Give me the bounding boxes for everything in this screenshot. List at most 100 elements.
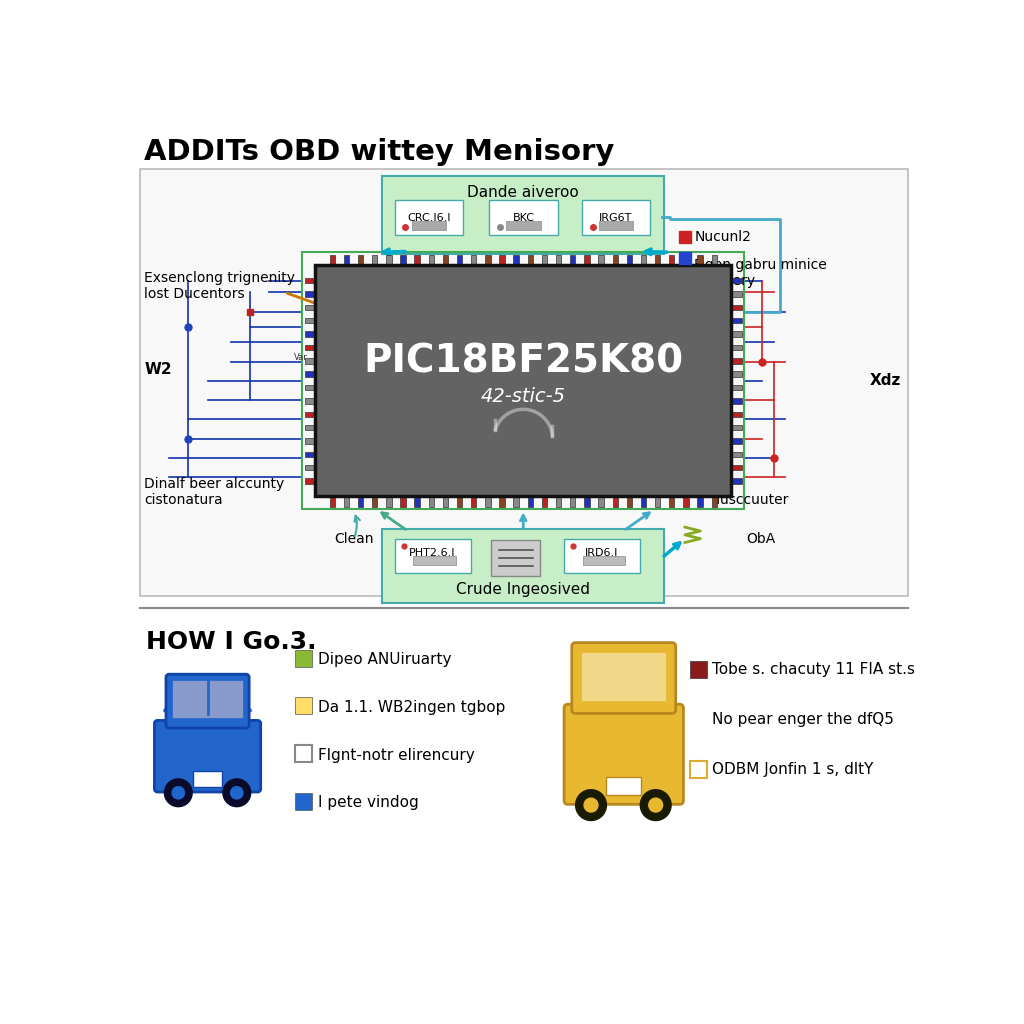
FancyBboxPatch shape bbox=[731, 358, 742, 364]
FancyBboxPatch shape bbox=[598, 255, 604, 265]
Text: Figen gabru minice
stonnery: Figen gabru minice stonnery bbox=[694, 258, 827, 288]
FancyBboxPatch shape bbox=[382, 176, 665, 254]
Text: 42-stic-5: 42-stic-5 bbox=[480, 387, 565, 406]
FancyBboxPatch shape bbox=[394, 200, 463, 236]
FancyBboxPatch shape bbox=[304, 412, 315, 417]
FancyBboxPatch shape bbox=[612, 497, 617, 507]
FancyBboxPatch shape bbox=[330, 497, 335, 507]
FancyBboxPatch shape bbox=[400, 255, 406, 265]
FancyBboxPatch shape bbox=[166, 674, 249, 728]
FancyBboxPatch shape bbox=[394, 539, 471, 572]
FancyBboxPatch shape bbox=[412, 220, 446, 230]
Text: IRG6T: IRG6T bbox=[599, 213, 633, 222]
FancyBboxPatch shape bbox=[655, 497, 660, 507]
FancyBboxPatch shape bbox=[304, 279, 315, 284]
FancyBboxPatch shape bbox=[712, 255, 717, 265]
FancyBboxPatch shape bbox=[304, 292, 315, 297]
FancyBboxPatch shape bbox=[429, 255, 434, 265]
FancyBboxPatch shape bbox=[295, 745, 312, 762]
FancyBboxPatch shape bbox=[731, 398, 742, 403]
FancyBboxPatch shape bbox=[731, 412, 742, 417]
Circle shape bbox=[230, 786, 243, 799]
FancyBboxPatch shape bbox=[731, 425, 742, 430]
Circle shape bbox=[172, 786, 184, 799]
FancyBboxPatch shape bbox=[457, 255, 462, 265]
FancyBboxPatch shape bbox=[304, 465, 315, 470]
FancyBboxPatch shape bbox=[344, 255, 349, 265]
FancyBboxPatch shape bbox=[627, 255, 632, 265]
FancyBboxPatch shape bbox=[382, 528, 665, 602]
FancyBboxPatch shape bbox=[571, 643, 676, 714]
FancyBboxPatch shape bbox=[689, 662, 707, 678]
Text: Var: Var bbox=[294, 353, 307, 362]
FancyBboxPatch shape bbox=[155, 721, 261, 792]
Text: Tobe s. chacuty 11 FIA st.s: Tobe s. chacuty 11 FIA st.s bbox=[712, 663, 914, 677]
FancyBboxPatch shape bbox=[372, 497, 378, 507]
FancyBboxPatch shape bbox=[304, 372, 315, 377]
FancyBboxPatch shape bbox=[295, 793, 312, 810]
FancyBboxPatch shape bbox=[304, 438, 315, 443]
FancyBboxPatch shape bbox=[641, 497, 646, 507]
FancyBboxPatch shape bbox=[583, 556, 625, 565]
FancyBboxPatch shape bbox=[500, 497, 505, 507]
Text: Dande aiveroo: Dande aiveroo bbox=[467, 184, 580, 200]
FancyBboxPatch shape bbox=[193, 771, 222, 786]
FancyBboxPatch shape bbox=[172, 680, 243, 718]
Text: ADDITs OBD wittey Menisory: ADDITs OBD wittey Menisory bbox=[144, 138, 614, 166]
FancyBboxPatch shape bbox=[581, 652, 667, 701]
Text: ObA: ObA bbox=[746, 531, 776, 546]
FancyBboxPatch shape bbox=[400, 497, 406, 507]
FancyBboxPatch shape bbox=[683, 255, 688, 265]
Text: No pear enger the dfQ5: No pear enger the dfQ5 bbox=[712, 712, 894, 727]
FancyBboxPatch shape bbox=[641, 255, 646, 265]
FancyBboxPatch shape bbox=[358, 255, 364, 265]
FancyBboxPatch shape bbox=[731, 385, 742, 390]
Text: Nucunl2: Nucunl2 bbox=[694, 229, 751, 244]
FancyBboxPatch shape bbox=[372, 255, 378, 265]
FancyBboxPatch shape bbox=[386, 497, 391, 507]
FancyBboxPatch shape bbox=[556, 255, 561, 265]
FancyBboxPatch shape bbox=[415, 497, 420, 507]
FancyBboxPatch shape bbox=[500, 255, 505, 265]
FancyBboxPatch shape bbox=[731, 345, 742, 350]
FancyBboxPatch shape bbox=[731, 465, 742, 470]
FancyBboxPatch shape bbox=[471, 497, 476, 507]
FancyBboxPatch shape bbox=[697, 255, 702, 265]
FancyBboxPatch shape bbox=[605, 776, 641, 795]
FancyBboxPatch shape bbox=[358, 497, 364, 507]
FancyBboxPatch shape bbox=[442, 255, 449, 265]
FancyBboxPatch shape bbox=[304, 398, 315, 403]
FancyBboxPatch shape bbox=[599, 220, 634, 230]
FancyBboxPatch shape bbox=[712, 497, 717, 507]
Text: Flgnt-notr elirencury: Flgnt-notr elirencury bbox=[317, 748, 474, 763]
FancyBboxPatch shape bbox=[506, 220, 541, 230]
Text: Da 1.1. WB2ingen tgbop: Da 1.1. WB2ingen tgbop bbox=[317, 699, 505, 715]
Text: ODBM Jonfin 1 s, dltY: ODBM Jonfin 1 s, dltY bbox=[712, 762, 873, 777]
Text: PHT2.6.I: PHT2.6.I bbox=[410, 548, 456, 557]
Text: fusccuuter: fusccuuter bbox=[716, 494, 790, 507]
Text: BKC: BKC bbox=[513, 213, 535, 222]
FancyBboxPatch shape bbox=[527, 497, 534, 507]
FancyBboxPatch shape bbox=[315, 265, 731, 497]
FancyBboxPatch shape bbox=[585, 255, 590, 265]
FancyBboxPatch shape bbox=[731, 305, 742, 310]
FancyBboxPatch shape bbox=[542, 255, 547, 265]
FancyBboxPatch shape bbox=[457, 497, 462, 507]
FancyBboxPatch shape bbox=[330, 255, 335, 265]
FancyBboxPatch shape bbox=[556, 497, 561, 507]
Text: CRC.I6.I: CRC.I6.I bbox=[408, 213, 451, 222]
FancyBboxPatch shape bbox=[304, 425, 315, 430]
FancyBboxPatch shape bbox=[697, 497, 702, 507]
FancyBboxPatch shape bbox=[413, 556, 456, 565]
FancyBboxPatch shape bbox=[386, 255, 391, 265]
Text: W2: W2 bbox=[144, 361, 172, 377]
Circle shape bbox=[165, 779, 193, 807]
FancyBboxPatch shape bbox=[489, 200, 558, 236]
FancyBboxPatch shape bbox=[627, 497, 632, 507]
Circle shape bbox=[575, 790, 606, 820]
Circle shape bbox=[649, 798, 663, 812]
Circle shape bbox=[584, 798, 598, 812]
FancyBboxPatch shape bbox=[527, 255, 534, 265]
FancyBboxPatch shape bbox=[564, 705, 683, 804]
Text: I pete vindog: I pete vindog bbox=[317, 796, 419, 810]
